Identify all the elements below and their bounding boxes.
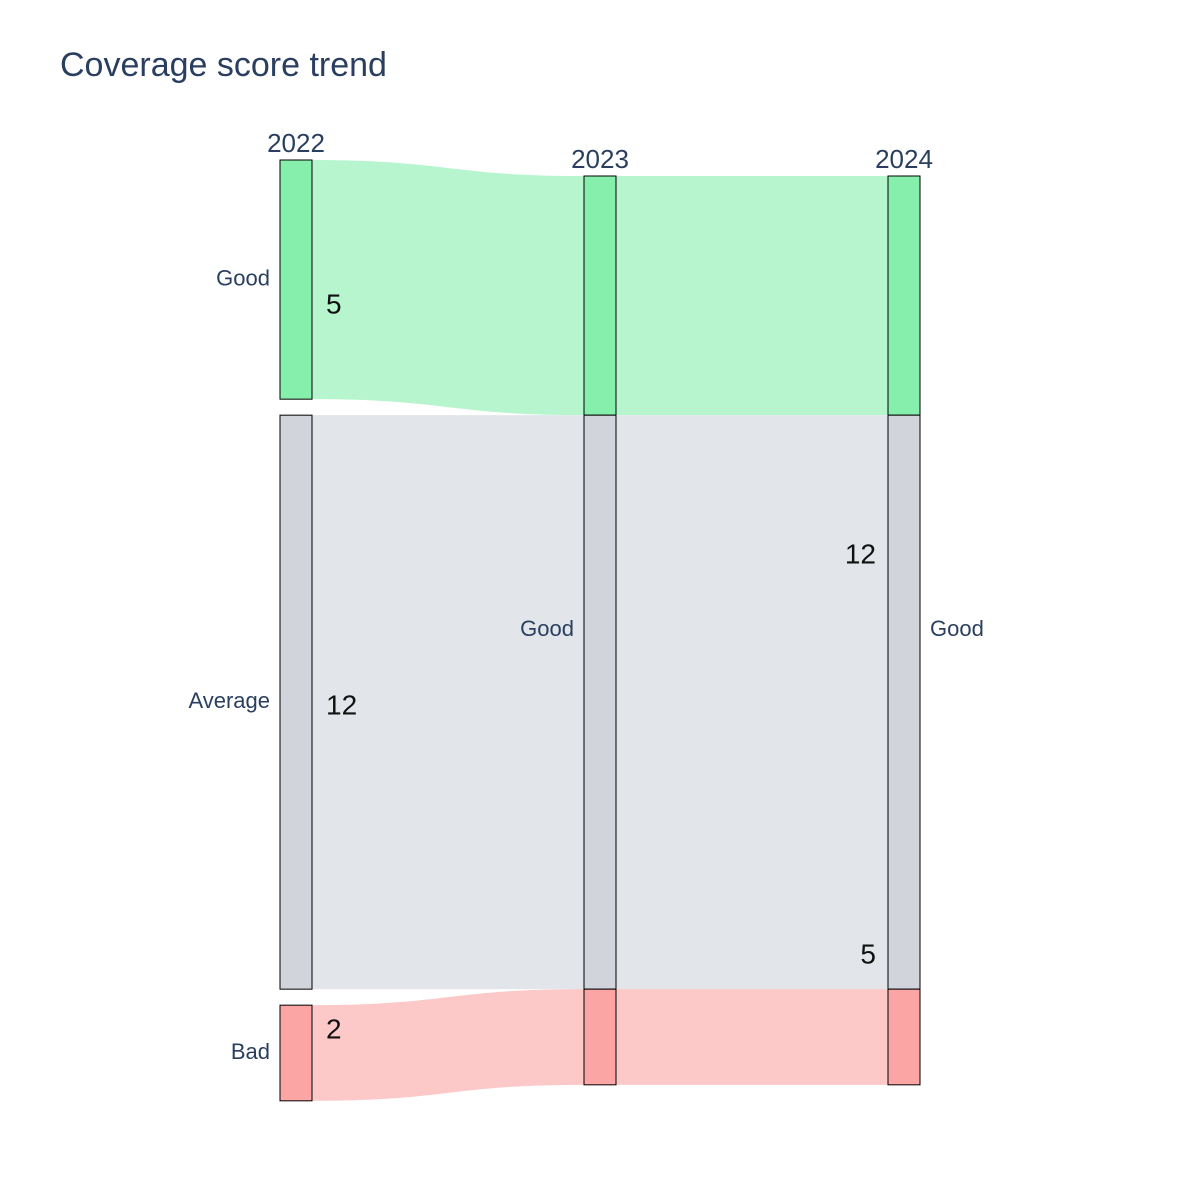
node-label-n2022_good: Good (216, 265, 270, 290)
link-n2023-average-4 (616, 415, 888, 990)
link-n2022_avg-average-1 (312, 415, 584, 990)
value-annotations-group: 5 12 2 12 5 (326, 288, 876, 1044)
node-n2023-average (583, 414, 617, 990)
node-n2022_avg (279, 414, 313, 990)
value-label-2022-good: 5 (326, 288, 342, 319)
node-label-n2022_bad: Bad (231, 1039, 270, 1064)
link-n2022_bad-bad-2 (312, 989, 584, 1101)
node-n2022_bad (279, 1004, 313, 1102)
chart-title: Coverage score trend (60, 46, 387, 84)
value-label-2022-average: 12 (326, 689, 357, 720)
link-n2022_good-good-0 (312, 160, 584, 416)
node-n2023-good (583, 175, 617, 416)
node-n2024-bad (887, 988, 921, 1086)
column-header-2024: 2024 (875, 144, 933, 174)
links-group (312, 160, 888, 1101)
value-label-2024-good: 5 (860, 938, 876, 969)
node-n2022_good (279, 159, 313, 400)
node-n2023-bad (583, 988, 617, 1086)
node-labels-group: Good Average Bad Good Good (188, 265, 983, 1063)
link-n2023-good-3 (616, 176, 888, 416)
node-label-n2024: Good (930, 616, 984, 641)
column-headers-group: 2022 2023 2024 (267, 128, 933, 174)
nodes-group (279, 159, 921, 1102)
value-label-2022-bad: 2 (326, 1013, 342, 1044)
value-label-2024-average: 12 (845, 538, 876, 569)
node-n2024-good (887, 175, 921, 416)
link-n2023-bad-5 (616, 989, 888, 1085)
node-label-n2022_avg: Average (188, 688, 270, 713)
node-n2024-average (887, 414, 921, 990)
column-header-2023: 2023 (571, 144, 629, 174)
column-header-2022: 2022 (267, 128, 325, 158)
node-label-n2023: Good (520, 616, 574, 641)
